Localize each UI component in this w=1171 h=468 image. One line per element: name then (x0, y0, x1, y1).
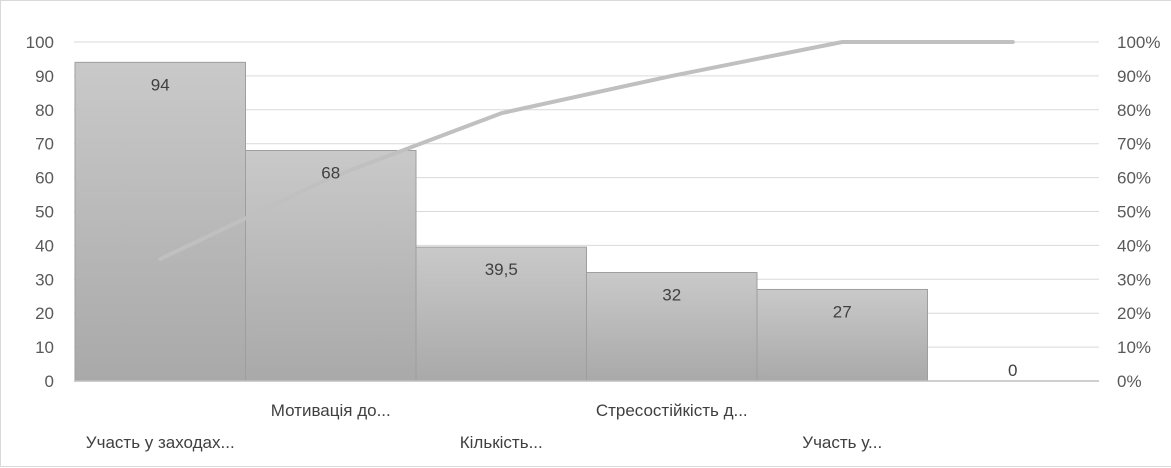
data-label: 94 (151, 75, 170, 94)
category-label: Мотивація до... (271, 401, 391, 420)
y2-tick-label: 10% (1117, 338, 1151, 357)
data-label: 27 (833, 302, 852, 321)
y2-tick-label: 80% (1117, 101, 1151, 120)
bar (756, 288, 928, 382)
data-label: 39,5 (485, 260, 518, 279)
y-tick-label: 100 (26, 33, 54, 52)
category-label: Участь у заходах... (86, 433, 235, 452)
bar (586, 272, 758, 382)
category-label: Стресостійкість д... (596, 401, 748, 420)
data-labels: 94 68 39,5 32 27 0 (151, 75, 1018, 380)
y2-tick-label: 90% (1117, 67, 1151, 86)
data-label: 0 (1008, 361, 1017, 380)
bar (245, 149, 417, 382)
y2-axis-ticks: 0% 10% 20% 30% 40% 50% 60% 70% 80% 90% 100% (1117, 33, 1160, 391)
y-tick-label: 80 (35, 101, 54, 120)
y-tick-label: 60 (35, 169, 54, 188)
category-labels: Участь у заходах... Мотивація до... Кількі… (86, 401, 882, 452)
y2-tick-label: 20% (1117, 304, 1151, 323)
category-label: Участь у... (802, 433, 882, 452)
category-label: Кількість... (460, 433, 543, 452)
y-tick-label: 20 (35, 304, 54, 323)
y-tick-label: 30 (35, 270, 54, 289)
y2-tick-label: 30% (1117, 270, 1151, 289)
y-tick-label: 50 (35, 203, 54, 222)
cumulative-line (158, 40, 1015, 261)
cumulative-line-layer (158, 40, 1015, 261)
y-tick-label: 10 (35, 338, 54, 357)
y2-tick-label: 40% (1117, 236, 1151, 255)
bar (74, 61, 246, 382)
y2-tick-label: 0% (1117, 372, 1142, 391)
y-tick-label: 90 (35, 67, 54, 86)
y-tick-label: 40 (35, 236, 54, 255)
y-tick-label: 0 (45, 372, 54, 391)
y-axis-ticks: 0 10 20 30 40 50 60 70 80 90 100 (26, 33, 54, 391)
y2-tick-label: 100% (1117, 33, 1160, 52)
y-tick-label: 70 (35, 135, 54, 154)
data-label: 68 (321, 163, 340, 182)
y2-tick-label: 60% (1117, 169, 1151, 188)
y2-tick-label: 50% (1117, 203, 1151, 222)
y2-tick-label: 70% (1117, 135, 1151, 154)
data-label: 32 (662, 286, 681, 305)
